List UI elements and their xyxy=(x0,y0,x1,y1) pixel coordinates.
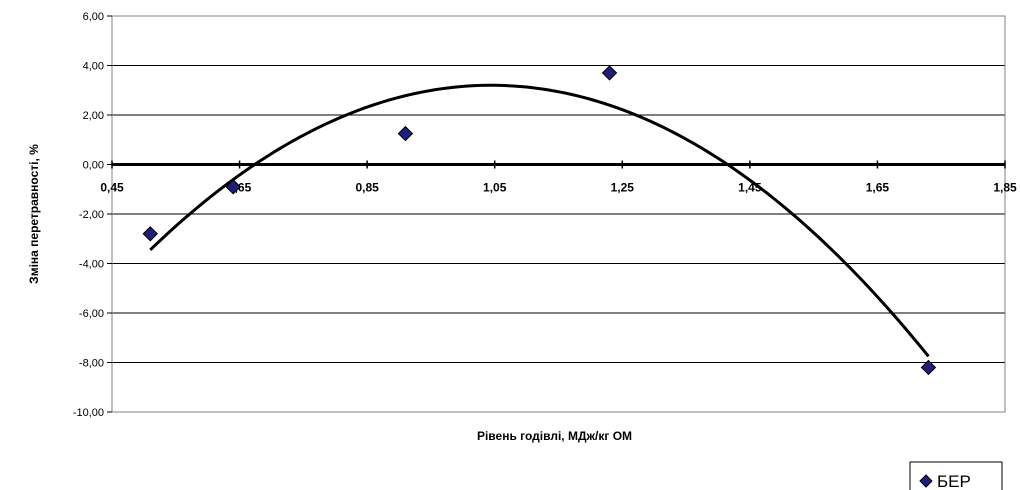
y-tick-label: -10,00 xyxy=(73,407,104,419)
data-points xyxy=(143,66,935,375)
y-tick-label: -8,00 xyxy=(79,358,104,370)
y-tick-label: -2,00 xyxy=(79,209,104,221)
y-axis-title: Зміна перетравності, % xyxy=(27,144,41,284)
y-tick-label: 0,00 xyxy=(83,160,104,172)
y-tick-label: -4,00 xyxy=(79,259,104,271)
y-tick-label: 4,00 xyxy=(83,61,104,73)
y-axis-ticks: 6,00 4,00 2,00 0,00 -2,00 -4,00 -6,00 -8,00 -10,… xyxy=(73,11,112,419)
x-axis-title: Рівень годівлі, МДж/кг ОМ xyxy=(477,429,632,443)
x-tick-label: 1,65 xyxy=(866,181,890,195)
data-point xyxy=(398,127,412,141)
x-tick-label: 1,25 xyxy=(611,181,635,195)
data-point xyxy=(143,227,157,241)
legend-label: БЕР xyxy=(937,472,971,490)
y-tick-label: 6,00 xyxy=(83,11,104,23)
data-point xyxy=(603,66,617,80)
x-tick-label: 0,45 xyxy=(100,181,124,195)
x-tick-label: 0,85 xyxy=(355,181,379,195)
y-tick-label: -6,00 xyxy=(79,308,104,320)
x-tick-label: 1,85 xyxy=(993,181,1017,195)
legend: БЕР xyxy=(910,462,1002,490)
x-tick-label: 1,05 xyxy=(483,181,507,195)
y-tick-label: 2,00 xyxy=(83,110,104,122)
trendline-poly xyxy=(150,85,928,356)
grid-lines xyxy=(112,16,1005,412)
